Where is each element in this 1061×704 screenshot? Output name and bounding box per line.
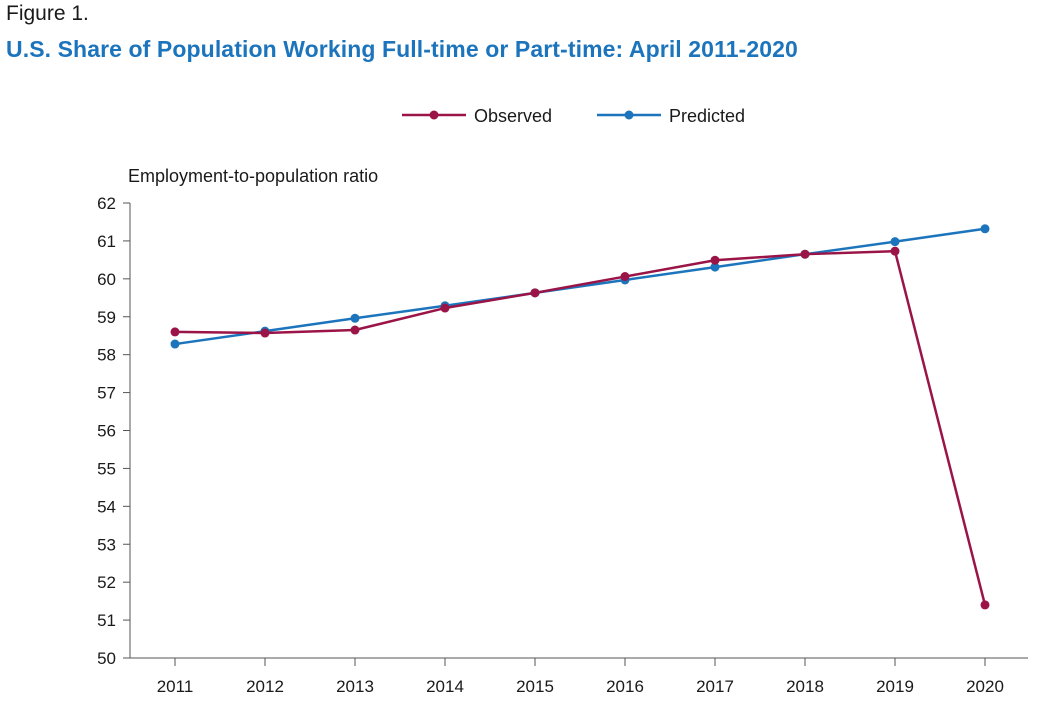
y-tick-label: 60 (97, 270, 116, 289)
y-tick-label: 59 (97, 308, 116, 327)
x-tick-label: 2011 (157, 677, 194, 696)
legend-swatch-marker (429, 110, 439, 120)
y-tick-label: 52 (97, 573, 116, 592)
observed-point (440, 303, 450, 313)
observed-point (530, 288, 540, 298)
x-tick-label: 2020 (966, 677, 1004, 696)
legend-label: Observed (474, 106, 552, 126)
y-tick-label: 58 (97, 346, 116, 365)
legend-item-observed: Observed (402, 106, 552, 126)
y-tick-label: 54 (97, 497, 116, 516)
observed-point (350, 325, 360, 335)
axes: 50 51 52 53 54 55 56 57 58 59 60 61 62 2011 2012 2013 20… (97, 194, 1028, 696)
legend-item-predicted: Predicted (597, 106, 745, 126)
observed-point (170, 327, 180, 337)
y-tick-label: 57 (97, 384, 116, 403)
observed-point (620, 272, 630, 282)
legend: Observed Predicted (402, 106, 745, 126)
predicted-point (170, 339, 180, 349)
legend-label: Predicted (669, 106, 745, 126)
x-tick-label: 2015 (516, 677, 554, 696)
observed-line (174, 249, 987, 606)
series-layer (170, 224, 990, 610)
predicted-point (350, 313, 360, 323)
legend-swatch-marker (624, 110, 634, 120)
x-tick-label: 2019 (876, 677, 914, 696)
predicted-point (980, 224, 990, 234)
y-axis-label: Employment-to-population ratio (128, 166, 379, 186)
x-tick-label: 2017 (696, 677, 734, 696)
observed-point (800, 249, 810, 259)
x-tick-label: 2014 (426, 677, 464, 696)
figure-label: Figure 1. (6, 2, 89, 25)
y-tick-label: 50 (97, 649, 116, 668)
observed-point (890, 246, 900, 256)
observed-point (980, 600, 990, 610)
y-tick-label: 51 (97, 611, 116, 630)
observed-point (260, 328, 270, 338)
x-tick-label: 2013 (336, 677, 374, 696)
predicted-point (890, 237, 900, 247)
x-tick-label: 2012 (246, 677, 284, 696)
predicted-point (710, 262, 720, 272)
x-tick-label: 2016 (606, 677, 644, 696)
chart-title: U.S. Share of Population Working Full-ti… (6, 36, 798, 62)
y-tick-label: 55 (97, 459, 116, 478)
observed-series (170, 246, 990, 610)
observed-point (710, 255, 720, 265)
x-tick-label: 2018 (786, 677, 824, 696)
predicted-series (170, 224, 990, 349)
y-tick-label: 62 (97, 194, 116, 213)
y-tick-label: 61 (97, 232, 116, 251)
y-tick-label: 56 (97, 422, 116, 441)
predicted-line (174, 227, 986, 346)
y-tick-label: 53 (97, 535, 116, 554)
